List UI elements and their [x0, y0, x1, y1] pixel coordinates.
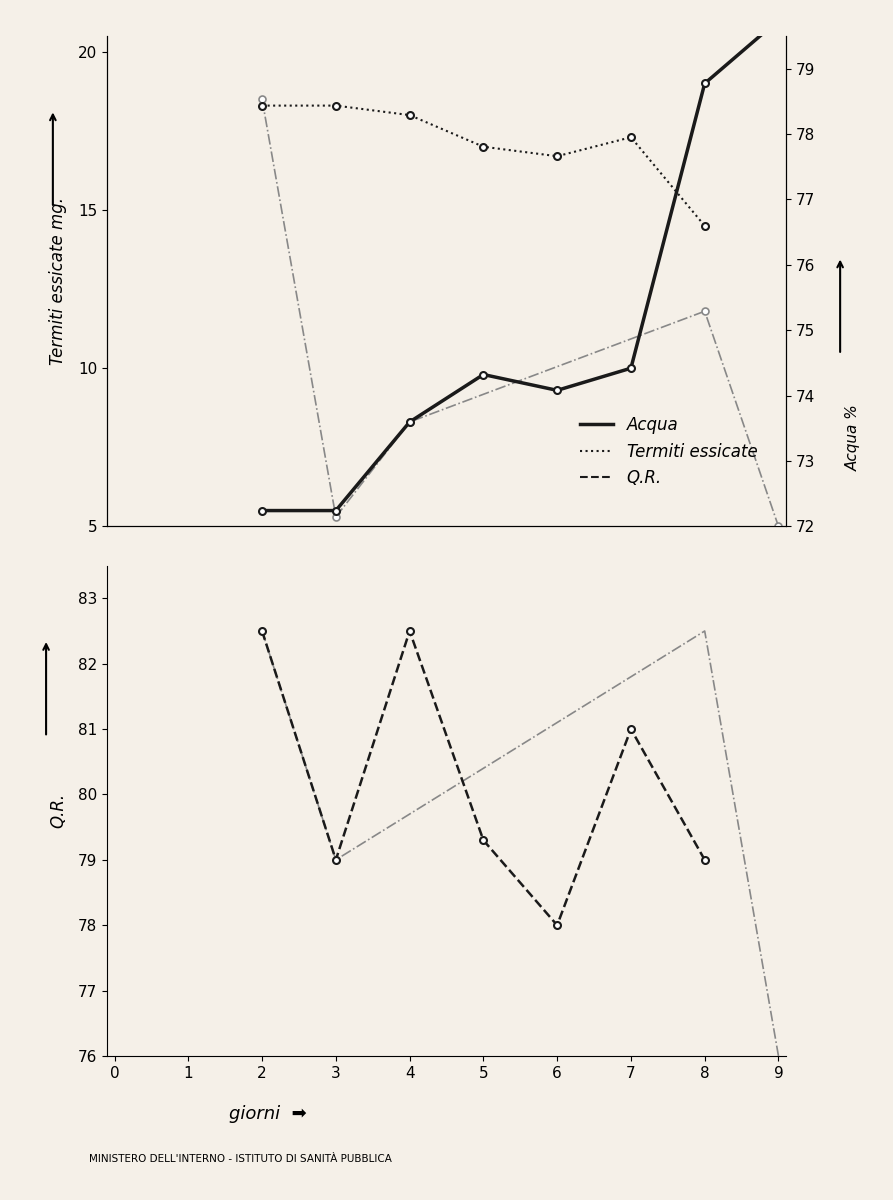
Y-axis label: Termiti essicate mg.: Termiti essicate mg.: [49, 197, 67, 365]
Q.R.: [773, 520, 784, 534]
Acqua: [699, 77, 710, 91]
Legend: Acqua, Termiti essicate, Q.R.: Acqua, Termiti essicate, Q.R.: [573, 409, 764, 493]
Termiti essicate: [256, 98, 267, 113]
Termiti essicate: [552, 149, 563, 163]
Acqua: [405, 415, 415, 430]
Text: MINISTERO DELL'INTERNO - ISTITUTO DI SANITÀ PUBBLICA: MINISTERO DELL'INTERNO - ISTITUTO DI SAN…: [89, 1154, 392, 1164]
Acqua: [478, 367, 488, 382]
Text: giorni  ➡: giorni ➡: [230, 1105, 307, 1123]
Termiti essicate: [405, 108, 415, 122]
Termiti essicate: [330, 98, 341, 113]
Acqua: [773, 13, 784, 28]
Termiti essicate: [626, 130, 637, 144]
Text: Acqua %: Acqua %: [847, 403, 861, 470]
Acqua: [330, 503, 341, 517]
Line: Termiti essicate: Termiti essicate: [259, 102, 708, 229]
Y-axis label: Q.R.: Q.R.: [49, 793, 67, 828]
Q.R.: [699, 304, 710, 318]
Acqua: [626, 361, 637, 376]
Line: Acqua: Acqua: [259, 17, 782, 514]
Q.R.: [405, 415, 415, 430]
Termiti essicate: [478, 139, 488, 154]
Q.R.: [330, 510, 341, 524]
Acqua: [552, 383, 563, 397]
Q.R.: [256, 92, 267, 107]
Line: Q.R.: Q.R.: [259, 96, 782, 530]
Termiti essicate: [699, 218, 710, 233]
Acqua: [256, 503, 267, 517]
